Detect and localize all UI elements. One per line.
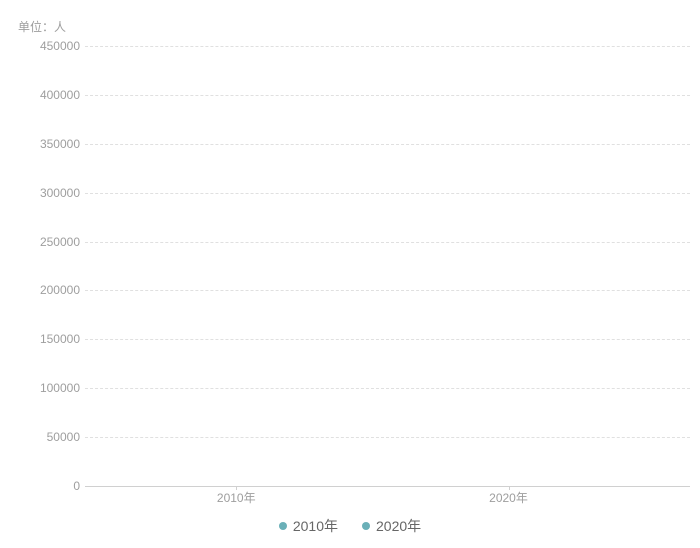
gridline xyxy=(85,95,690,96)
y-tick-label: 0 xyxy=(25,479,80,493)
y-tick-label: 100000 xyxy=(25,381,80,395)
y-tick-label: 400000 xyxy=(25,88,80,102)
baseline xyxy=(85,486,690,487)
legend-item[interactable]: 2020年 xyxy=(362,516,421,536)
gridline xyxy=(85,437,690,438)
x-tick-label: 2020年 xyxy=(489,489,528,506)
gridline xyxy=(85,46,690,47)
legend-marker-icon xyxy=(362,522,370,530)
legend-marker-icon xyxy=(279,522,287,530)
y-tick-label: 450000 xyxy=(25,39,80,53)
legend-label: 2020年 xyxy=(376,516,421,536)
y-tick-label: 300000 xyxy=(25,186,80,200)
chart-container: 单位：人 450000 400000 350000 300000 250000 … xyxy=(0,0,700,548)
y-tick-label: 150000 xyxy=(25,332,80,346)
legend-item[interactable]: 2010年 xyxy=(279,516,338,536)
plot-area: 450000 400000 350000 300000 250000 20000… xyxy=(85,46,690,486)
gridline xyxy=(85,144,690,145)
y-tick-label: 250000 xyxy=(25,235,80,249)
gridline xyxy=(85,242,690,243)
y-tick-label: 350000 xyxy=(25,137,80,151)
legend-label: 2010年 xyxy=(293,516,338,536)
y-tick-label: 200000 xyxy=(25,283,80,297)
gridline xyxy=(85,339,690,340)
unit-label: 单位：人 xyxy=(18,18,66,35)
x-tick-label: 2010年 xyxy=(217,489,256,506)
y-tick-label: 50000 xyxy=(25,430,80,444)
gridline xyxy=(85,193,690,194)
gridline xyxy=(85,290,690,291)
legend: 2010年 2020年 xyxy=(0,516,700,536)
gridline xyxy=(85,388,690,389)
